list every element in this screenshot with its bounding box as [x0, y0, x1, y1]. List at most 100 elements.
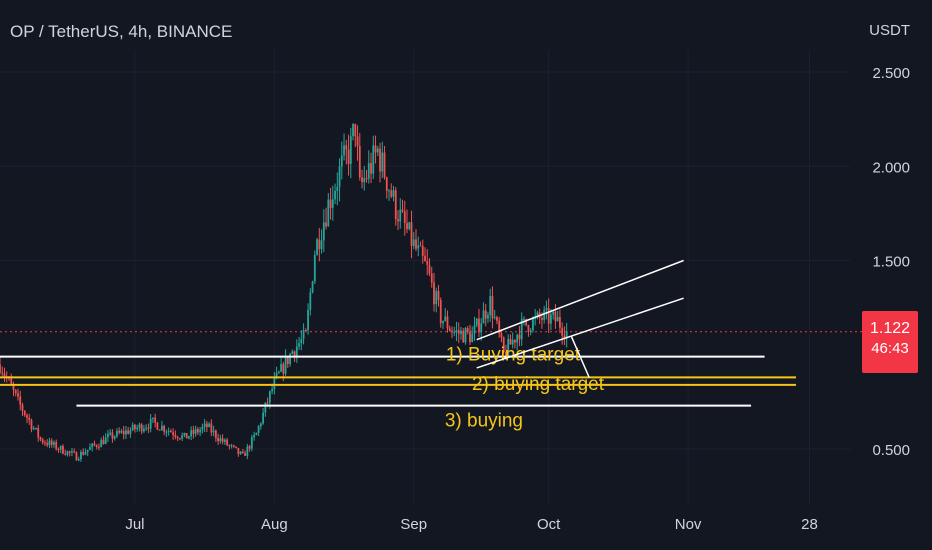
candle-body: [514, 339, 516, 343]
candle-body: [109, 432, 112, 435]
candle-body: [264, 402, 267, 413]
candle-body: [250, 437, 253, 449]
candle-body: [491, 296, 494, 318]
candle-body: [21, 404, 24, 411]
candle-body: [343, 145, 345, 156]
candle-body: [464, 328, 467, 343]
candle-body: [30, 420, 33, 430]
candle-body: [93, 443, 96, 446]
candle-body: [10, 378, 13, 385]
candle-body: [235, 446, 238, 448]
candle-body: [138, 424, 141, 428]
candle-body: [354, 124, 357, 137]
candle-body: [1, 372, 4, 374]
candle-body: [379, 148, 381, 172]
candle-body: [3, 373, 6, 377]
candle-body: [363, 178, 366, 183]
candle-body: [442, 320, 444, 324]
candle-body: [19, 396, 22, 405]
candle-body: [208, 423, 211, 428]
candle-body: [273, 377, 276, 390]
candle-body: [64, 453, 67, 455]
candle-body: [237, 447, 240, 454]
candle-body: [451, 330, 453, 333]
candle-body: [466, 328, 469, 332]
candle-body: [32, 428, 35, 430]
candle-body: [340, 155, 343, 167]
candle-body: [125, 430, 127, 435]
candle-body: [212, 430, 215, 433]
candle-body: [516, 334, 519, 343]
candle-body: [57, 449, 60, 451]
candle-body: [408, 222, 411, 230]
candle-body: [192, 430, 195, 434]
candle-body: [241, 451, 244, 454]
candle-body: [161, 425, 163, 430]
candle-body: [178, 438, 181, 440]
candle-body: [295, 346, 298, 357]
candle-body: [230, 445, 233, 447]
candle-body: [460, 330, 462, 334]
x-tick-label: Aug: [261, 516, 288, 533]
candle-body: [55, 442, 58, 450]
candle-body: [358, 145, 361, 178]
candle-body: [331, 199, 334, 208]
candle-body: [289, 353, 291, 364]
candle-body: [502, 337, 505, 353]
candle-body: [446, 316, 449, 329]
candle-body: [496, 317, 498, 321]
candle-body: [311, 281, 314, 293]
candle-body: [183, 432, 186, 436]
candle-body: [228, 445, 231, 447]
candle-body: [190, 430, 193, 437]
candle-body: [12, 384, 15, 390]
candle-body: [277, 371, 280, 373]
candle-body: [322, 222, 325, 241]
candle-body: [529, 330, 532, 332]
candle-body: [554, 311, 557, 322]
candle-body: [223, 439, 226, 442]
candle-body: [349, 136, 352, 164]
candle-body: [455, 330, 458, 333]
candle-body: [268, 391, 271, 403]
candle-body: [282, 364, 285, 374]
candle-body: [91, 443, 94, 448]
candle-body: [239, 451, 242, 454]
candle-body: [415, 239, 417, 249]
candle-body: [136, 427, 139, 430]
candle-body: [482, 310, 485, 324]
candle-body: [116, 430, 118, 437]
candle-body: [439, 299, 442, 324]
candle-body: [536, 312, 539, 317]
candle-body: [244, 453, 247, 456]
candle-body: [390, 190, 393, 197]
candle-body: [403, 211, 406, 224]
candle-body: [334, 190, 336, 200]
candle-body: [561, 327, 564, 336]
candle-body: [543, 309, 546, 320]
candle-body: [41, 439, 44, 443]
candle-body: [318, 239, 321, 250]
candle-body: [385, 177, 388, 191]
candle-body: [302, 329, 305, 339]
candle-body: [336, 186, 339, 191]
candle-body: [152, 417, 154, 419]
candle-body: [226, 439, 229, 446]
candle-body: [401, 209, 404, 212]
candle-body: [433, 282, 435, 305]
candle-body: [320, 240, 323, 250]
candle-body: [307, 310, 309, 331]
buying-target-3-label: 3) buying: [445, 411, 523, 432]
currency-label: USDT: [869, 22, 910, 39]
candle-body: [169, 430, 172, 433]
candle-body: [367, 163, 370, 179]
current-price: 1.122: [869, 320, 911, 337]
candle-body: [505, 352, 507, 357]
candle-body: [172, 432, 175, 435]
candle-body: [547, 308, 550, 324]
candle-body: [329, 199, 332, 208]
y-tick-label: 2.000: [872, 159, 910, 176]
candle-body: [127, 430, 130, 434]
candle-body: [167, 430, 170, 432]
